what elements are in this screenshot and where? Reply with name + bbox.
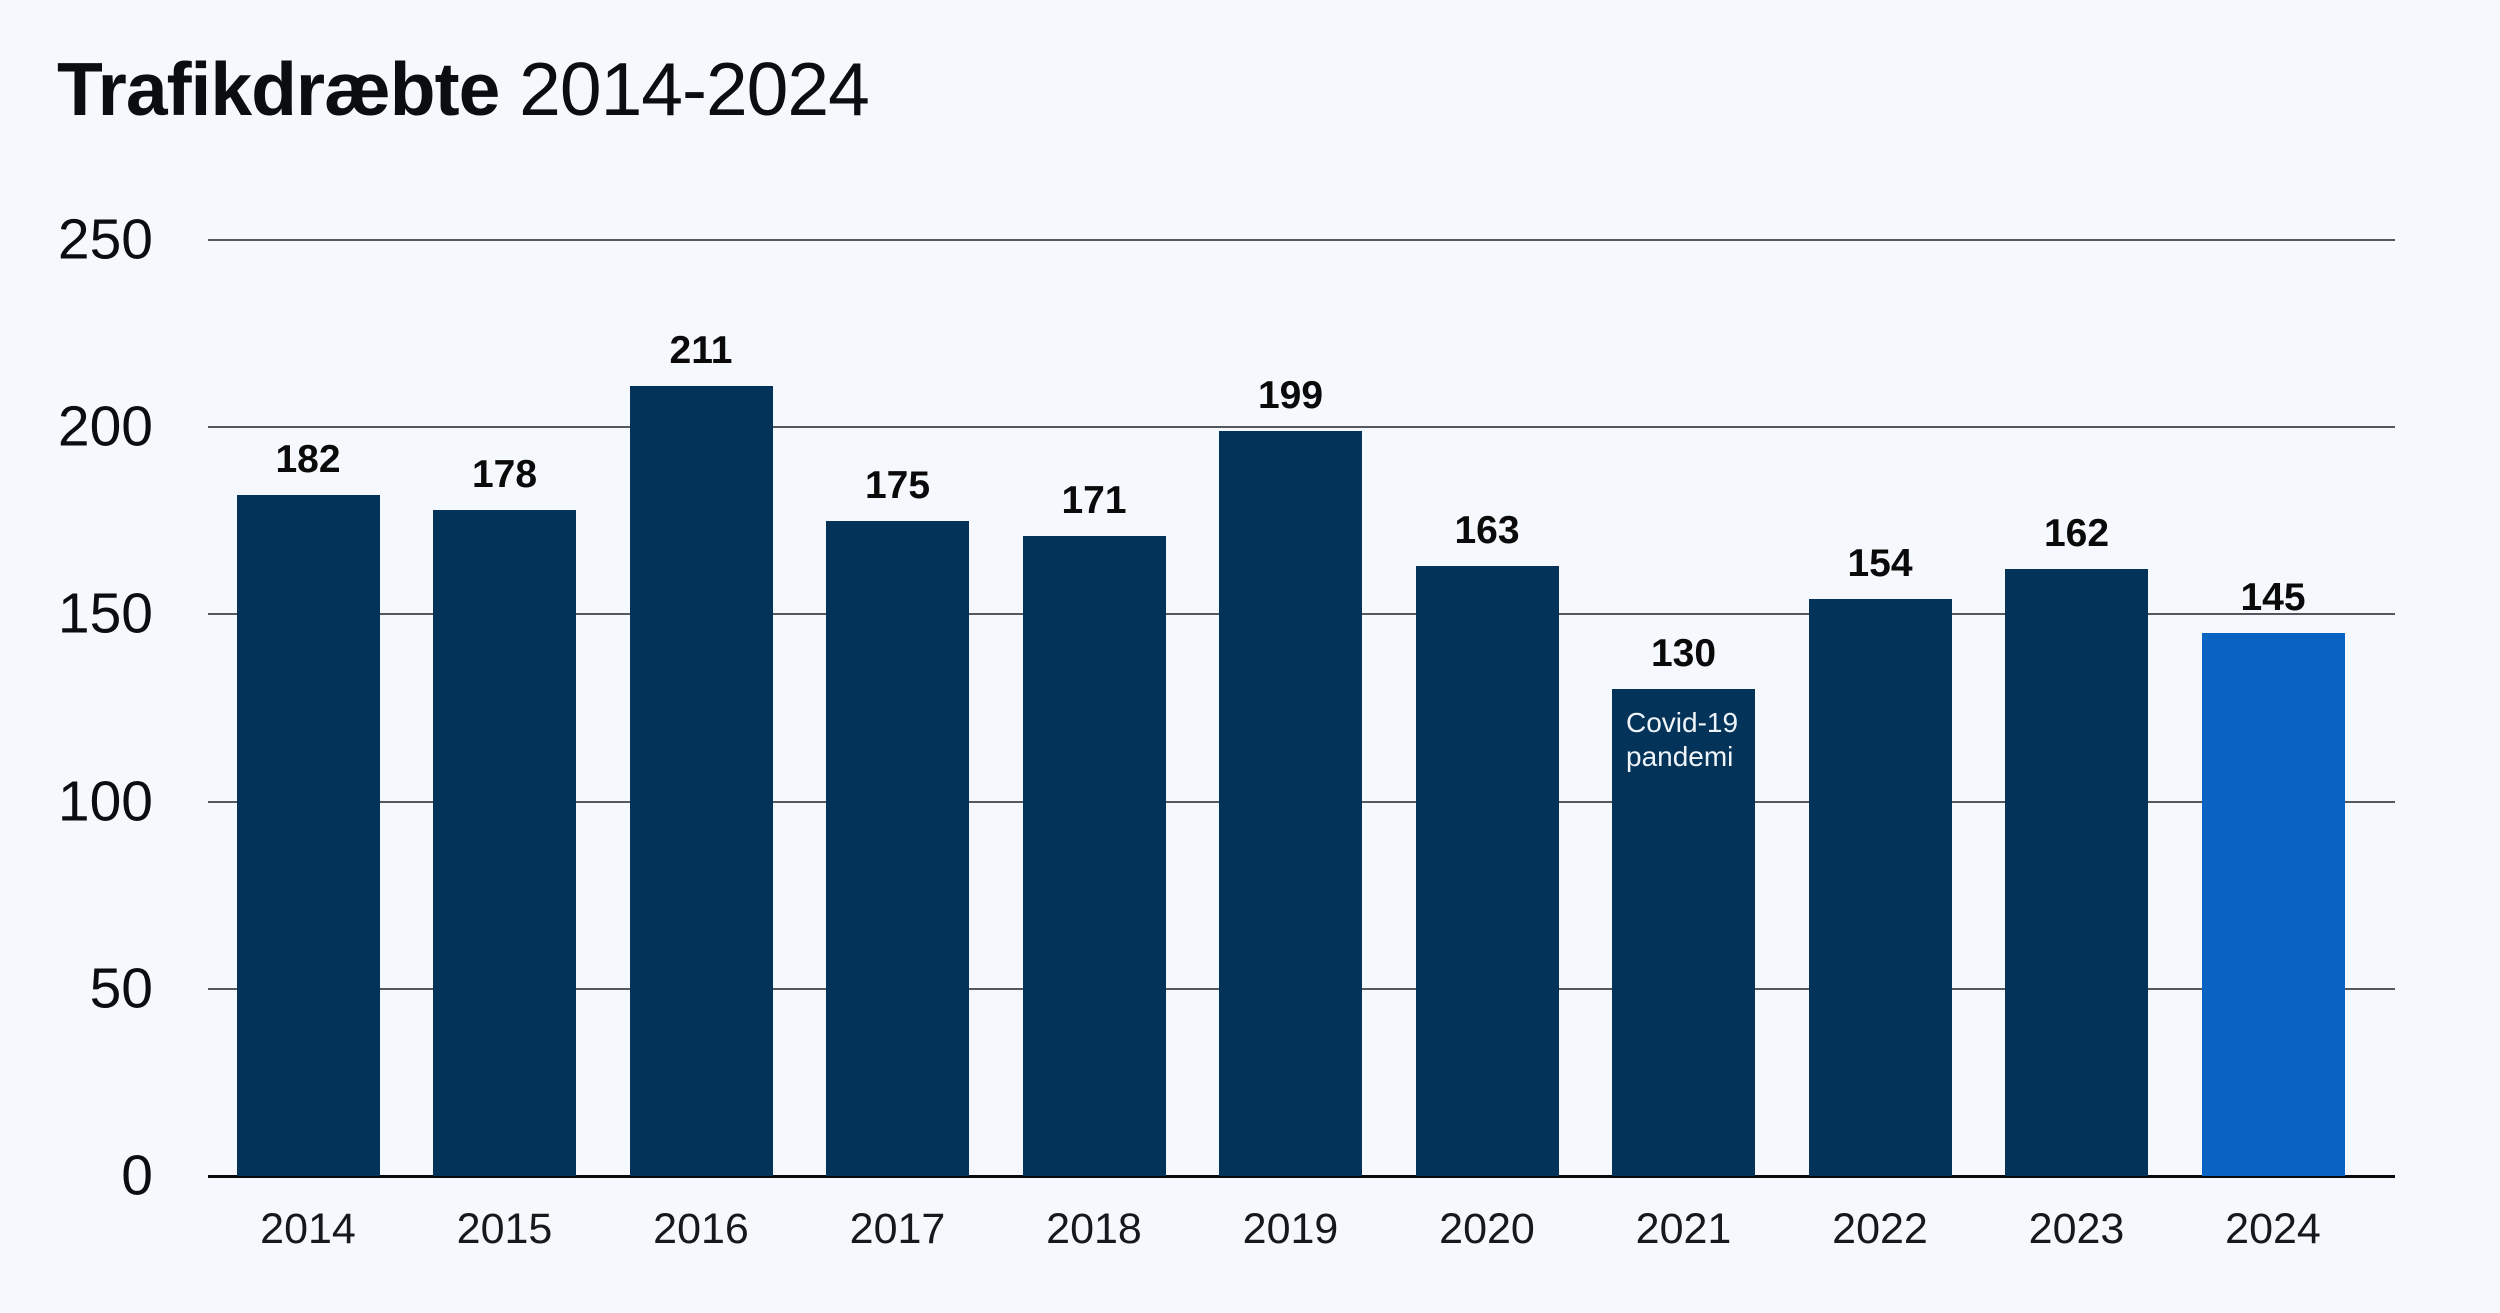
y-tick-150: 150 bbox=[57, 581, 153, 646]
bar-value-2014: 182 bbox=[275, 437, 341, 481]
bar-value-2020: 163 bbox=[1454, 508, 1520, 552]
y-tick-250: 250 bbox=[57, 207, 153, 272]
bar-2016 bbox=[629, 386, 773, 1176]
x-label-2014: 2014 bbox=[260, 1205, 356, 1253]
x-label-2024: 2024 bbox=[2225, 1205, 2321, 1253]
bar-2018 bbox=[1022, 535, 1166, 1176]
bar-value-2022: 154 bbox=[1847, 542, 1913, 586]
x-label-2022: 2022 bbox=[1832, 1205, 1928, 1253]
covid-annotation: Covid-19 pandemi bbox=[1626, 706, 1738, 774]
bar-2015 bbox=[433, 509, 576, 1176]
x-label-2016: 2016 bbox=[653, 1205, 749, 1253]
x-label-2023: 2023 bbox=[2028, 1205, 2125, 1253]
y-tick-200: 200 bbox=[57, 394, 153, 459]
bar-2020 bbox=[1415, 565, 1559, 1176]
covid-annotation-line: pandemi bbox=[1626, 741, 1734, 773]
x-label-2019: 2019 bbox=[1242, 1205, 1339, 1253]
x-axis-baseline bbox=[208, 1174, 2395, 1178]
chart-title: Trafikdræbte 2014-2024 bbox=[57, 52, 870, 127]
bar-2022 bbox=[1808, 599, 1952, 1176]
x-label-2018: 2018 bbox=[1046, 1205, 1142, 1253]
plot-area: 0 50 100 150 200 250 182 2014 178 2015 211 2016 175 2… bbox=[58, 211, 2395, 1251]
bar-2023 bbox=[2005, 569, 2148, 1176]
bar-value-2021: 130 bbox=[1650, 632, 1717, 676]
x-label-2017: 2017 bbox=[849, 1205, 946, 1253]
bar-2021: Covid-19 pandemi bbox=[1612, 689, 1755, 1176]
bar-value-2017: 175 bbox=[864, 463, 931, 507]
bar-value-2023: 162 bbox=[2043, 512, 2110, 556]
chart-title-range: 2014-2024 bbox=[519, 47, 870, 131]
bar-2024 bbox=[2201, 633, 2345, 1176]
bar-2019 bbox=[1219, 430, 1362, 1176]
bar-value-2024: 145 bbox=[2240, 576, 2306, 620]
bar-value-2018: 171 bbox=[1061, 478, 1127, 522]
bar-2014 bbox=[236, 494, 380, 1176]
x-label-2015: 2015 bbox=[456, 1205, 553, 1253]
bar-value-2015: 178 bbox=[471, 452, 538, 496]
bar-value-2019: 199 bbox=[1257, 373, 1324, 417]
x-label-2020: 2020 bbox=[1439, 1205, 1535, 1253]
y-tick-100: 100 bbox=[57, 769, 153, 834]
gridline-200 bbox=[208, 426, 2395, 429]
x-label-2021: 2021 bbox=[1635, 1205, 1732, 1253]
y-tick-0: 0 bbox=[121, 1143, 153, 1208]
bar-value-2016: 211 bbox=[669, 329, 733, 373]
gridline-250 bbox=[208, 239, 2395, 241]
y-tick-50: 50 bbox=[89, 956, 153, 1021]
covid-annotation-line: Covid-19 bbox=[1626, 707, 1739, 739]
chart-title-bold: Trafikdræbte bbox=[57, 47, 500, 131]
bar-2017 bbox=[826, 520, 969, 1176]
